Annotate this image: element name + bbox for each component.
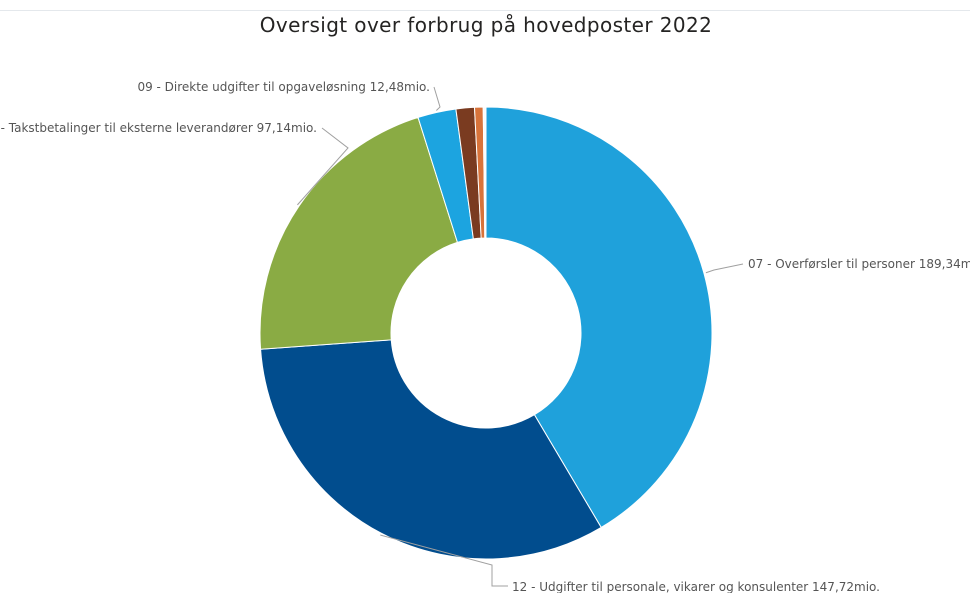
data-label-0: 07 - Overførsler til personer 189,34mio. (748, 257, 970, 271)
donut-hole (391, 238, 581, 428)
data-label-2: 10 - Takstbetalinger til eksterne levera… (0, 121, 317, 135)
leader-line-3 (433, 86, 441, 111)
data-label-1: 12 - Udgifter til personale, vikarer og … (512, 580, 880, 593)
leader-line-0 (705, 263, 744, 274)
top-divider (0, 10, 970, 11)
leader-line-1 (380, 534, 508, 587)
chart-title: Oversigt over forbrug på hovedposter 202… (259, 13, 713, 37)
data-label-3: 09 - Direkte udgifter til opgaveløsning … (137, 80, 430, 94)
leader-line-2 (297, 127, 349, 206)
